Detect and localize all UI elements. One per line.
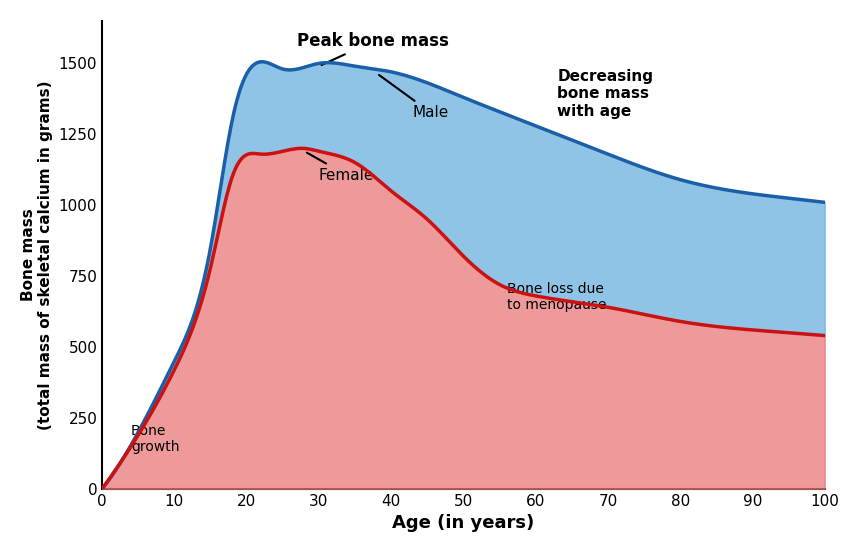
Text: Male: Male [379,75,449,120]
Text: Bone
growth: Bone growth [131,424,180,453]
X-axis label: Age (in years): Age (in years) [392,514,535,532]
Text: Female: Female [307,153,374,182]
Text: Decreasing
bone mass
with age: Decreasing bone mass with age [557,69,654,119]
Text: Bone loss due
to menopause: Bone loss due to menopause [507,281,606,312]
Text: Peak bone mass: Peak bone mass [298,33,449,65]
Y-axis label: Bone mass
(total mass of skeletal calcium in grams): Bone mass (total mass of skeletal calciu… [21,80,53,430]
